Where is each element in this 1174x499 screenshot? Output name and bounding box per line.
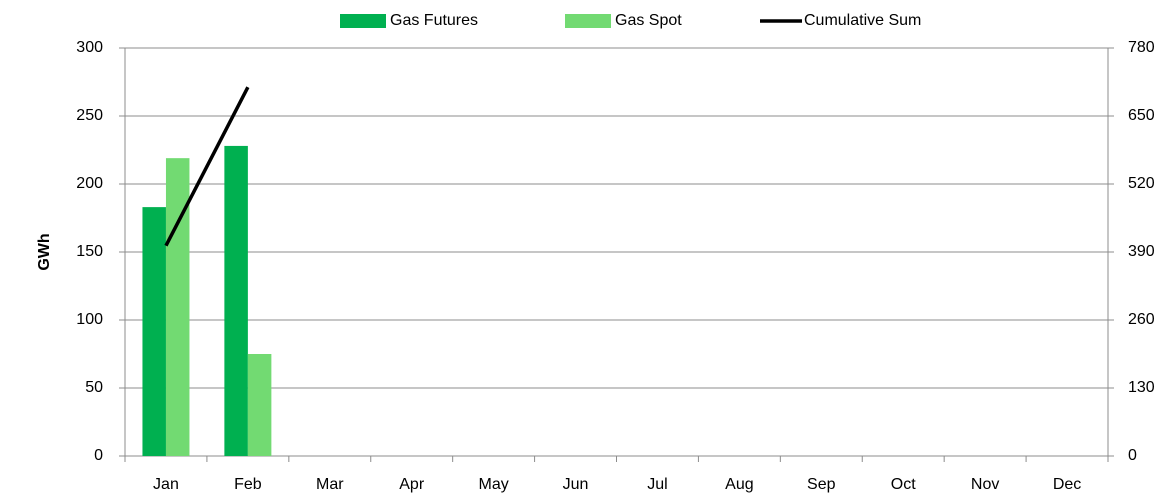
- legend-swatch: [565, 14, 611, 28]
- y-tick-label: 200: [76, 175, 103, 192]
- x-tick-label: Jul: [647, 476, 667, 493]
- y2-tick-label: 520: [1128, 175, 1155, 192]
- y2-tick-label: 650: [1128, 107, 1155, 124]
- y-axis-label: GWh: [36, 233, 53, 270]
- y2-tick-label: 260: [1128, 311, 1155, 328]
- bar: [142, 207, 166, 456]
- x-tick-label: May: [479, 476, 509, 493]
- y2-tick-label: 780: [1128, 39, 1155, 56]
- bar: [247, 354, 272, 456]
- x-tick-label: Sep: [807, 476, 836, 493]
- y-tick-label: 300: [76, 39, 103, 56]
- bar: [224, 145, 248, 457]
- x-tick-label: Apr: [399, 476, 425, 493]
- line-series: [164, 86, 250, 247]
- bar: [165, 158, 190, 456]
- legend-swatch: [340, 14, 386, 28]
- y2-tick-label: 0: [1128, 447, 1137, 464]
- y-tick-label: 150: [76, 243, 103, 260]
- x-tick-label: Oct: [891, 476, 916, 493]
- x-tick-label: Aug: [725, 476, 753, 493]
- y-tick-label: 0: [94, 447, 103, 464]
- x-tick-label: Jan: [153, 476, 179, 493]
- x-tick-label: Nov: [971, 476, 999, 493]
- y-tick-label: 50: [85, 379, 103, 396]
- x-tick-label: Mar: [316, 476, 344, 493]
- y2-tick-label: 130: [1128, 379, 1155, 396]
- y-tick-label: 250: [76, 107, 103, 124]
- legend-label: Gas Futures: [390, 12, 478, 29]
- x-tick-label: Jun: [563, 476, 589, 493]
- legend-label: Gas Spot: [615, 12, 682, 29]
- x-tick-label: Feb: [234, 476, 262, 493]
- y-tick-label: 100: [76, 311, 103, 328]
- legend-label: Cumulative Sum: [804, 12, 921, 29]
- y2-tick-label: 390: [1128, 243, 1155, 260]
- x-tick-label: Dec: [1053, 476, 1081, 493]
